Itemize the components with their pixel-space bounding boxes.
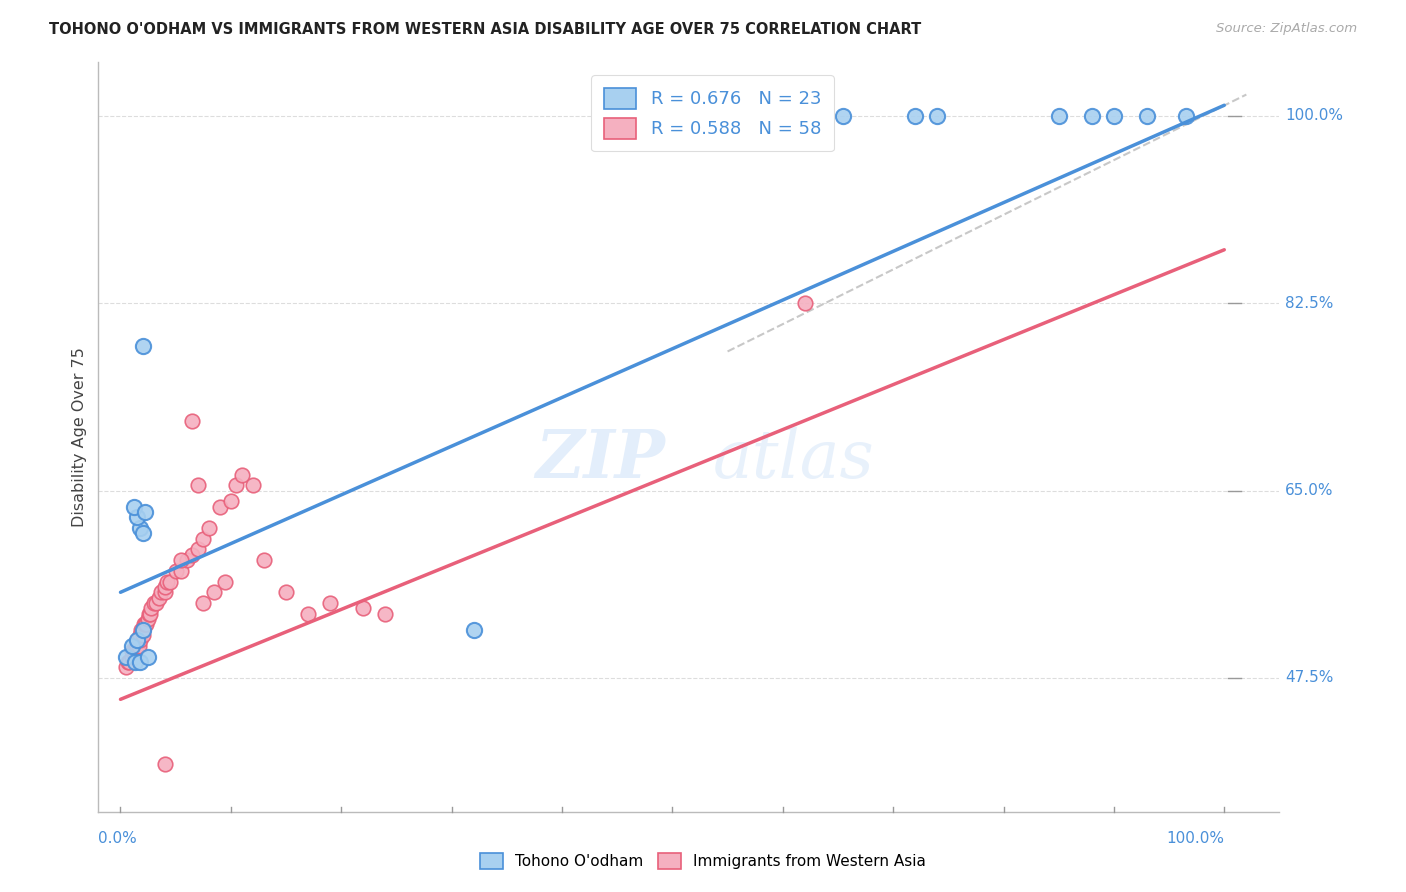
Point: [127, 633, 149, 648]
Point: [136, 649, 159, 664]
Point: [198, 521, 221, 535]
Point: [297, 607, 319, 621]
Point: [181, 548, 204, 562]
Point: [231, 467, 253, 482]
Point: [153, 580, 176, 594]
Point: [131, 623, 153, 637]
Text: 100.0%: 100.0%: [1285, 109, 1343, 123]
Point: [125, 639, 148, 653]
Point: [1174, 109, 1197, 123]
Point: [131, 526, 153, 541]
Point: [118, 655, 141, 669]
Point: [121, 649, 143, 664]
Point: [1047, 109, 1070, 123]
Point: [150, 585, 173, 599]
Point: [128, 639, 150, 653]
Point: [122, 644, 145, 658]
Text: atlas: atlas: [713, 427, 875, 492]
Point: [134, 505, 156, 519]
Point: [187, 542, 209, 557]
Point: [124, 649, 146, 664]
Point: [131, 339, 153, 353]
Point: [139, 607, 162, 621]
Point: [125, 510, 148, 524]
Point: [253, 553, 276, 567]
Legend: Tohono O'odham, Immigrants from Western Asia: Tohono O'odham, Immigrants from Western …: [474, 847, 932, 875]
Text: TOHONO O'ODHAM VS IMMIGRANTS FROM WESTERN ASIA DISABILITY AGE OVER 75 CORRELATIO: TOHONO O'ODHAM VS IMMIGRANTS FROM WESTER…: [49, 22, 921, 37]
Point: [124, 655, 146, 669]
Point: [176, 553, 198, 567]
Point: [793, 296, 815, 310]
Point: [125, 633, 148, 648]
Text: 100.0%: 100.0%: [1166, 831, 1225, 846]
Point: [170, 564, 193, 578]
Point: [187, 478, 209, 492]
Text: 47.5%: 47.5%: [1285, 671, 1333, 685]
Point: [170, 553, 193, 567]
Point: [135, 617, 157, 632]
Text: 82.5%: 82.5%: [1285, 296, 1333, 310]
Point: [181, 414, 204, 428]
Point: [352, 601, 374, 615]
Point: [121, 639, 143, 653]
Point: [242, 478, 264, 492]
Point: [374, 607, 396, 621]
Point: [136, 612, 159, 626]
Point: [904, 109, 927, 123]
Point: [274, 585, 297, 599]
Point: [122, 500, 145, 514]
Point: [165, 564, 187, 578]
Text: ZIP: ZIP: [536, 427, 665, 492]
Point: [131, 623, 153, 637]
Point: [134, 617, 156, 632]
Point: [193, 532, 215, 546]
Point: [117, 655, 139, 669]
Point: [138, 607, 160, 621]
Point: [145, 596, 167, 610]
Point: [115, 649, 138, 664]
Point: [129, 628, 152, 642]
Point: [131, 623, 153, 637]
Point: [153, 585, 176, 599]
Point: [208, 500, 231, 514]
Point: [927, 109, 949, 123]
Point: [319, 596, 342, 610]
Point: [129, 521, 152, 535]
Point: [225, 478, 247, 492]
Point: [141, 601, 163, 615]
Text: Source: ZipAtlas.com: Source: ZipAtlas.com: [1216, 22, 1357, 36]
Point: [804, 109, 827, 123]
Point: [1081, 109, 1104, 123]
Point: [1136, 109, 1159, 123]
Point: [219, 494, 242, 508]
Legend: R = 0.676   N = 23, R = 0.588   N = 58: R = 0.676 N = 23, R = 0.588 N = 58: [591, 75, 834, 152]
Point: [131, 628, 153, 642]
Point: [125, 633, 148, 648]
Point: [214, 574, 236, 589]
Point: [832, 109, 855, 123]
Point: [132, 617, 155, 632]
Y-axis label: Disability Age Over 75: Disability Age Over 75: [72, 347, 87, 527]
Point: [463, 623, 485, 637]
Point: [156, 574, 179, 589]
Point: [125, 639, 148, 653]
Text: 0.0%: 0.0%: [98, 831, 138, 846]
Point: [1102, 109, 1125, 123]
Point: [148, 591, 170, 605]
Point: [129, 655, 152, 669]
Point: [115, 660, 138, 674]
Point: [202, 585, 225, 599]
Point: [153, 756, 176, 771]
Text: 65.0%: 65.0%: [1285, 483, 1333, 498]
Point: [129, 633, 152, 648]
Point: [159, 574, 181, 589]
Point: [142, 596, 165, 610]
Point: [193, 596, 215, 610]
Point: [121, 644, 143, 658]
